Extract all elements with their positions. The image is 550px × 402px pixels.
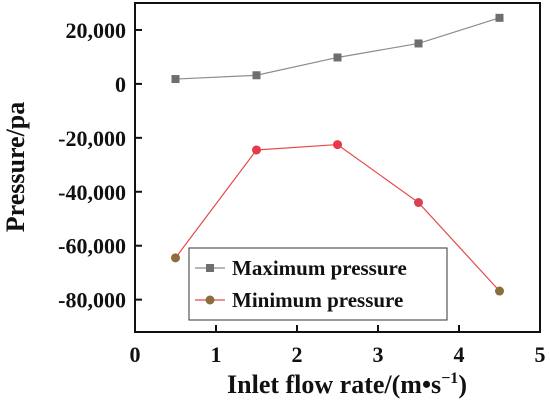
y-axis-title: Pressure/pa [1,102,30,232]
minimum-point [414,198,423,208]
minimum-point [171,253,180,263]
maximum-point [414,39,423,48]
y-tick-label: 0 [115,72,126,97]
y-axis-ticks: 20,000 0 -20,000 -40,000 -60,000 -80,000 [58,18,142,313]
series-line-maximum [175,17,500,80]
y-tick-label: -80,000 [58,288,126,313]
legend: Maximum pressure Minimum pressure [188,247,448,321]
legend-marker [205,295,215,305]
x-tick-label: 4 [454,342,465,367]
maximum-point [171,75,180,84]
maximum-point [252,71,261,80]
plot-frame [134,2,541,333]
x-axis-ticks: 0 1 2 3 4 5 [130,325,546,367]
legend-box [188,247,448,321]
legend-marker [206,264,214,272]
x-axis-title-superscript: −1 [441,370,458,387]
x-tick-label: 0 [130,342,141,367]
y-tick-label: 20,000 [66,18,127,43]
legend-label: Minimum pressure [232,288,403,312]
legend-items: Maximum pressure Minimum pressure [195,256,407,312]
minimum-point [495,286,504,296]
y-tick-label: -40,000 [58,180,126,205]
y-tick-label: -20,000 [58,126,126,151]
series-layer [171,13,504,296]
maximum-point [333,53,342,62]
x-tick-label: 3 [373,342,384,367]
legend-label: Maximum pressure [232,256,407,280]
x-axis-title-end: ) [458,370,467,399]
x-tick-label: 1 [211,342,222,367]
maximum-point [495,13,504,22]
x-tick-label: 2 [292,342,303,367]
x-axis-title: Inlet flow rate/(m•s−1) [227,370,467,399]
minimum-point [333,140,342,150]
x-tick-label: 5 [535,342,546,367]
y-tick-label: -60,000 [58,234,126,259]
minimum-point [252,145,261,155]
